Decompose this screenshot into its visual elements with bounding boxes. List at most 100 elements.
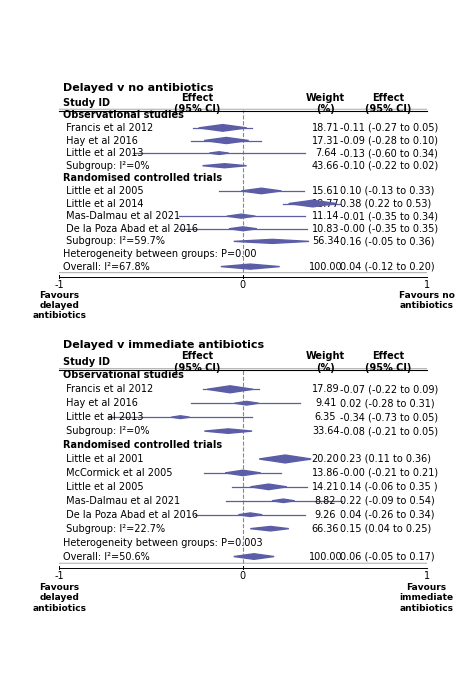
Text: 9.41: 9.41 xyxy=(315,398,336,408)
Text: 0.23 (0.11 to 0.36): 0.23 (0.11 to 0.36) xyxy=(340,454,431,464)
Text: Delayed v immediate antibiotics: Delayed v immediate antibiotics xyxy=(63,341,264,351)
Text: Study ID: Study ID xyxy=(63,357,110,367)
Text: Overall: I²=50.6%: Overall: I²=50.6% xyxy=(63,552,150,561)
Polygon shape xyxy=(250,527,289,531)
Text: -0.08 (-0.21 to 0.05): -0.08 (-0.21 to 0.05) xyxy=(340,426,438,436)
Polygon shape xyxy=(207,386,253,393)
Text: Little et al 2013: Little et al 2013 xyxy=(63,412,144,422)
Text: 0.16 (-0.05 to 0.36): 0.16 (-0.05 to 0.36) xyxy=(340,236,435,246)
Text: McCormick et al 2005: McCormick et al 2005 xyxy=(63,468,173,478)
Text: Overall: I²=67.8%: Overall: I²=67.8% xyxy=(63,261,150,271)
Text: 8.82: 8.82 xyxy=(315,496,337,506)
Polygon shape xyxy=(204,429,252,433)
Text: -0.00 (-0.35 to 0.35): -0.00 (-0.35 to 0.35) xyxy=(340,224,438,234)
Text: 9.26: 9.26 xyxy=(315,510,337,520)
Text: Effect
(95% CI): Effect (95% CI) xyxy=(174,93,220,114)
Text: Observational studies: Observational studies xyxy=(63,110,184,121)
Text: 100.00: 100.00 xyxy=(309,552,342,561)
Text: 0: 0 xyxy=(240,280,246,290)
Text: 18.77: 18.77 xyxy=(312,198,339,209)
Text: -0.34 (-0.73 to 0.05): -0.34 (-0.73 to 0.05) xyxy=(340,412,438,422)
Text: Little et al 2005: Little et al 2005 xyxy=(63,482,144,492)
Text: Little et al 2001: Little et al 2001 xyxy=(63,454,144,464)
Text: 1: 1 xyxy=(424,280,429,290)
Text: Heterogeneity between groups: P=0.00: Heterogeneity between groups: P=0.00 xyxy=(63,249,256,259)
Text: 0.06 (-0.05 to 0.17): 0.06 (-0.05 to 0.17) xyxy=(340,552,435,561)
Text: 10.83: 10.83 xyxy=(312,224,339,234)
Text: 7.64: 7.64 xyxy=(315,148,337,158)
Polygon shape xyxy=(272,499,295,502)
Polygon shape xyxy=(225,471,261,476)
Text: 43.66: 43.66 xyxy=(312,160,339,171)
Polygon shape xyxy=(259,455,311,463)
Text: De la Poza Abad et al 2016: De la Poza Abad et al 2016 xyxy=(63,510,198,520)
Polygon shape xyxy=(235,401,259,405)
Text: Favours no
antibiotics: Favours no antibiotics xyxy=(399,290,455,310)
Text: 14.21: 14.21 xyxy=(312,482,339,492)
Text: Francis et al 2012: Francis et al 2012 xyxy=(63,385,153,394)
Text: Randomised controlled trials: Randomised controlled trials xyxy=(63,173,222,183)
Text: -0.11 (-0.27 to 0.05): -0.11 (-0.27 to 0.05) xyxy=(340,123,438,133)
Polygon shape xyxy=(250,484,287,489)
Text: Subgroup: I²=59.7%: Subgroup: I²=59.7% xyxy=(63,236,165,246)
Text: Effect
(95% CI): Effect (95% CI) xyxy=(365,351,411,373)
Text: -0.09 (-0.28 to 0.10): -0.09 (-0.28 to 0.10) xyxy=(340,135,438,146)
Polygon shape xyxy=(202,164,246,168)
Text: -1: -1 xyxy=(55,571,64,581)
Text: 56.34: 56.34 xyxy=(312,236,339,246)
Text: -0.13 (-0.60 to 0.34): -0.13 (-0.60 to 0.34) xyxy=(340,148,438,158)
Text: 0.02 (-0.28 to 0.31): 0.02 (-0.28 to 0.31) xyxy=(340,398,435,408)
Text: Favours
delayed
antibiotics: Favours delayed antibiotics xyxy=(32,290,86,320)
Text: Effect
(95% CI): Effect (95% CI) xyxy=(174,351,220,373)
Text: Randomised controlled trials: Randomised controlled trials xyxy=(63,440,222,450)
Polygon shape xyxy=(227,214,255,218)
Text: Little et al 2014: Little et al 2014 xyxy=(63,198,144,209)
Text: Hay et al 2016: Hay et al 2016 xyxy=(63,135,138,146)
Polygon shape xyxy=(171,416,190,418)
Text: 100.00: 100.00 xyxy=(309,261,342,271)
Polygon shape xyxy=(209,152,229,154)
Text: 20.20: 20.20 xyxy=(312,454,339,464)
Text: Weight
(%): Weight (%) xyxy=(306,93,345,114)
Polygon shape xyxy=(221,264,280,269)
Text: Hay et al 2016: Hay et al 2016 xyxy=(63,398,138,408)
Text: 15.61: 15.61 xyxy=(312,186,339,196)
Text: -1: -1 xyxy=(55,280,64,290)
Text: -0.10 (-0.22 to 0.02): -0.10 (-0.22 to 0.02) xyxy=(340,160,438,171)
Polygon shape xyxy=(199,125,247,131)
Polygon shape xyxy=(289,200,337,207)
Text: Subgroup: I²=0%: Subgroup: I²=0% xyxy=(63,426,149,436)
Polygon shape xyxy=(229,227,257,231)
Text: 0.14 (-0.06 to 0.35 ): 0.14 (-0.06 to 0.35 ) xyxy=(340,482,438,492)
Text: Little et al 2013: Little et al 2013 xyxy=(63,148,144,158)
Text: Observational studies: Observational studies xyxy=(63,370,184,380)
Polygon shape xyxy=(238,513,262,517)
Text: 17.89: 17.89 xyxy=(312,385,339,394)
Text: Delayed v no antibiotics: Delayed v no antibiotics xyxy=(63,83,213,93)
Text: -0.07 (-0.22 to 0.09): -0.07 (-0.22 to 0.09) xyxy=(340,385,438,394)
Text: Mas-Dalmau et al 2021: Mas-Dalmau et al 2021 xyxy=(63,211,180,221)
Text: Heterogeneity between groups: P=0.003: Heterogeneity between groups: P=0.003 xyxy=(63,538,263,548)
Text: Weight
(%): Weight (%) xyxy=(306,351,345,373)
Text: -0.01 (-0.35 to 0.34): -0.01 (-0.35 to 0.34) xyxy=(340,211,438,221)
Text: 0.38 (0.22 to 0.53): 0.38 (0.22 to 0.53) xyxy=(340,198,431,209)
Text: -0.00 (-0.21 to 0.21): -0.00 (-0.21 to 0.21) xyxy=(340,468,438,478)
Text: 0.10 (-0.13 to 0.33): 0.10 (-0.13 to 0.33) xyxy=(340,186,435,196)
Polygon shape xyxy=(234,240,309,244)
Text: 0.15 (0.04 to 0.25): 0.15 (0.04 to 0.25) xyxy=(340,524,431,533)
Text: Francis et al 2012: Francis et al 2012 xyxy=(63,123,153,133)
Polygon shape xyxy=(204,137,249,144)
Text: Effect
(95% CI): Effect (95% CI) xyxy=(365,93,411,114)
Text: 11.14: 11.14 xyxy=(312,211,339,221)
Text: De la Poza Abad et al 2016: De la Poza Abad et al 2016 xyxy=(63,224,198,234)
Text: Study ID: Study ID xyxy=(63,98,110,108)
Text: 18.71: 18.71 xyxy=(312,123,339,133)
Polygon shape xyxy=(241,188,282,194)
Text: 0.04 (-0.12 to 0.20): 0.04 (-0.12 to 0.20) xyxy=(340,261,435,271)
Text: 6.35: 6.35 xyxy=(315,412,337,422)
Text: 0: 0 xyxy=(240,571,246,581)
Text: 1: 1 xyxy=(424,571,429,581)
Text: Favours
immediate
antibiotics: Favours immediate antibiotics xyxy=(400,583,454,613)
Text: 33.64: 33.64 xyxy=(312,426,339,436)
Text: 0.04 (-0.26 to 0.34): 0.04 (-0.26 to 0.34) xyxy=(340,510,435,520)
